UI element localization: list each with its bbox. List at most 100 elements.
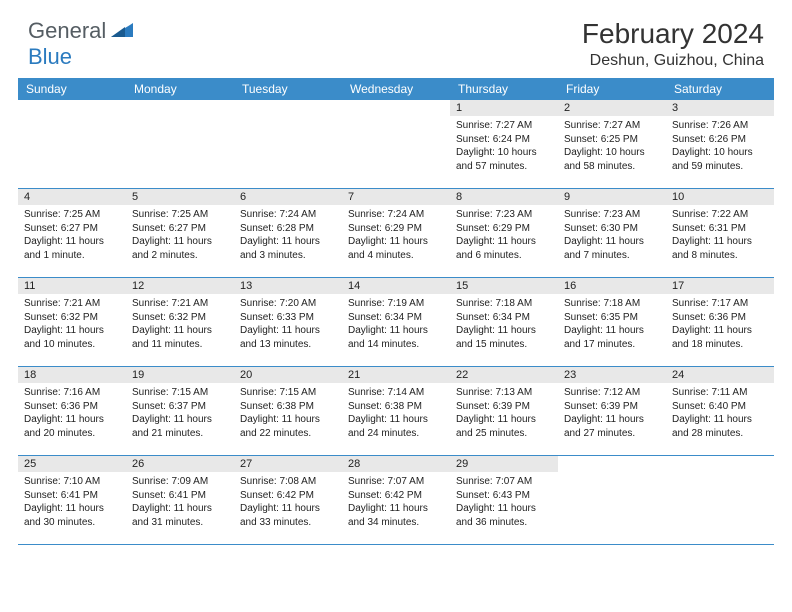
day-content: Sunrise: 7:16 AMSunset: 6:36 PMDaylight:… — [18, 383, 126, 443]
day-number: 26 — [126, 456, 234, 472]
sunrise-text: Sunrise: 7:20 AM — [240, 297, 336, 311]
day-cell: 10Sunrise: 7:22 AMSunset: 6:31 PMDayligh… — [666, 189, 774, 277]
day-number: 21 — [342, 367, 450, 383]
weekday-header: Wednesday — [342, 78, 450, 100]
weekday-header: Sunday — [18, 78, 126, 100]
daylight-text: Daylight: 11 hours and 34 minutes. — [348, 502, 444, 529]
daylight-text: Daylight: 11 hours and 33 minutes. — [240, 502, 336, 529]
day-number: 10 — [666, 189, 774, 205]
weekday-header: Saturday — [666, 78, 774, 100]
day-cell: 19Sunrise: 7:15 AMSunset: 6:37 PMDayligh… — [126, 367, 234, 455]
weekday-header: Friday — [558, 78, 666, 100]
day-content: Sunrise: 7:15 AMSunset: 6:37 PMDaylight:… — [126, 383, 234, 443]
day-cell: 12Sunrise: 7:21 AMSunset: 6:32 PMDayligh… — [126, 278, 234, 366]
day-content: Sunrise: 7:21 AMSunset: 6:32 PMDaylight:… — [18, 294, 126, 354]
sunset-text: Sunset: 6:41 PM — [132, 489, 228, 503]
sunrise-text: Sunrise: 7:23 AM — [456, 208, 552, 222]
day-cell: 4Sunrise: 7:25 AMSunset: 6:27 PMDaylight… — [18, 189, 126, 277]
day-cell: 15Sunrise: 7:18 AMSunset: 6:34 PMDayligh… — [450, 278, 558, 366]
day-cell: 13Sunrise: 7:20 AMSunset: 6:33 PMDayligh… — [234, 278, 342, 366]
sunset-text: Sunset: 6:25 PM — [564, 133, 660, 147]
daylight-text: Daylight: 10 hours and 57 minutes. — [456, 146, 552, 173]
sunrise-text: Sunrise: 7:17 AM — [672, 297, 768, 311]
sunrise-text: Sunrise: 7:15 AM — [240, 386, 336, 400]
logo-text-general: General — [28, 18, 106, 44]
sunrise-text: Sunrise: 7:26 AM — [672, 119, 768, 133]
sunrise-text: Sunrise: 7:07 AM — [456, 475, 552, 489]
sunset-text: Sunset: 6:33 PM — [240, 311, 336, 325]
day-number: 4 — [18, 189, 126, 205]
sunset-text: Sunset: 6:27 PM — [24, 222, 120, 236]
day-content: Sunrise: 7:09 AMSunset: 6:41 PMDaylight:… — [126, 472, 234, 532]
sunrise-text: Sunrise: 7:11 AM — [672, 386, 768, 400]
day-content: Sunrise: 7:24 AMSunset: 6:29 PMDaylight:… — [342, 205, 450, 265]
day-content: Sunrise: 7:13 AMSunset: 6:39 PMDaylight:… — [450, 383, 558, 443]
sunset-text: Sunset: 6:36 PM — [24, 400, 120, 414]
day-cell: 20Sunrise: 7:15 AMSunset: 6:38 PMDayligh… — [234, 367, 342, 455]
daylight-text: Daylight: 11 hours and 6 minutes. — [456, 235, 552, 262]
day-cell — [342, 100, 450, 188]
sunset-text: Sunset: 6:41 PM — [24, 489, 120, 503]
header: General February 2024 Deshun, Guizhou, C… — [0, 0, 792, 78]
day-cell — [18, 100, 126, 188]
day-content: Sunrise: 7:21 AMSunset: 6:32 PMDaylight:… — [126, 294, 234, 354]
day-cell: 25Sunrise: 7:10 AMSunset: 6:41 PMDayligh… — [18, 456, 126, 544]
day-content: Sunrise: 7:11 AMSunset: 6:40 PMDaylight:… — [666, 383, 774, 443]
day-content: Sunrise: 7:07 AMSunset: 6:43 PMDaylight:… — [450, 472, 558, 532]
week-row: 4Sunrise: 7:25 AMSunset: 6:27 PMDaylight… — [18, 189, 774, 278]
day-cell: 7Sunrise: 7:24 AMSunset: 6:29 PMDaylight… — [342, 189, 450, 277]
logo-triangle-icon — [111, 21, 133, 42]
day-cell: 2Sunrise: 7:27 AMSunset: 6:25 PMDaylight… — [558, 100, 666, 188]
day-cell: 29Sunrise: 7:07 AMSunset: 6:43 PMDayligh… — [450, 456, 558, 544]
sunset-text: Sunset: 6:24 PM — [456, 133, 552, 147]
sunset-text: Sunset: 6:27 PM — [132, 222, 228, 236]
day-cell: 28Sunrise: 7:07 AMSunset: 6:42 PMDayligh… — [342, 456, 450, 544]
sunrise-text: Sunrise: 7:19 AM — [348, 297, 444, 311]
sunrise-text: Sunrise: 7:22 AM — [672, 208, 768, 222]
daylight-text: Daylight: 11 hours and 20 minutes. — [24, 413, 120, 440]
day-content: Sunrise: 7:18 AMSunset: 6:34 PMDaylight:… — [450, 294, 558, 354]
day-content: Sunrise: 7:14 AMSunset: 6:38 PMDaylight:… — [342, 383, 450, 443]
sunset-text: Sunset: 6:39 PM — [456, 400, 552, 414]
day-content: Sunrise: 7:19 AMSunset: 6:34 PMDaylight:… — [342, 294, 450, 354]
day-content: Sunrise: 7:07 AMSunset: 6:42 PMDaylight:… — [342, 472, 450, 532]
sunset-text: Sunset: 6:26 PM — [672, 133, 768, 147]
day-number: 23 — [558, 367, 666, 383]
day-cell: 23Sunrise: 7:12 AMSunset: 6:39 PMDayligh… — [558, 367, 666, 455]
daylight-text: Daylight: 10 hours and 58 minutes. — [564, 146, 660, 173]
day-number: 11 — [18, 278, 126, 294]
sunrise-text: Sunrise: 7:14 AM — [348, 386, 444, 400]
sunrise-text: Sunrise: 7:08 AM — [240, 475, 336, 489]
week-row: 1Sunrise: 7:27 AMSunset: 6:24 PMDaylight… — [18, 100, 774, 189]
daylight-text: Daylight: 11 hours and 14 minutes. — [348, 324, 444, 351]
day-cell: 8Sunrise: 7:23 AMSunset: 6:29 PMDaylight… — [450, 189, 558, 277]
day-number: 22 — [450, 367, 558, 383]
daylight-text: Daylight: 10 hours and 59 minutes. — [672, 146, 768, 173]
day-number: 27 — [234, 456, 342, 472]
sunrise-text: Sunrise: 7:13 AM — [456, 386, 552, 400]
month-title: February 2024 — [582, 18, 764, 50]
day-cell — [666, 456, 774, 544]
sunset-text: Sunset: 6:29 PM — [348, 222, 444, 236]
sunset-text: Sunset: 6:39 PM — [564, 400, 660, 414]
day-number: 24 — [666, 367, 774, 383]
day-cell: 11Sunrise: 7:21 AMSunset: 6:32 PMDayligh… — [18, 278, 126, 366]
day-content: Sunrise: 7:15 AMSunset: 6:38 PMDaylight:… — [234, 383, 342, 443]
sunrise-text: Sunrise: 7:21 AM — [24, 297, 120, 311]
sunset-text: Sunset: 6:32 PM — [132, 311, 228, 325]
day-cell: 21Sunrise: 7:14 AMSunset: 6:38 PMDayligh… — [342, 367, 450, 455]
logo-blue-wrapper: Blue — [28, 44, 72, 70]
day-number: 1 — [450, 100, 558, 116]
daylight-text: Daylight: 11 hours and 1 minute. — [24, 235, 120, 262]
day-cell: 22Sunrise: 7:13 AMSunset: 6:39 PMDayligh… — [450, 367, 558, 455]
week-row: 25Sunrise: 7:10 AMSunset: 6:41 PMDayligh… — [18, 456, 774, 545]
day-content: Sunrise: 7:23 AMSunset: 6:30 PMDaylight:… — [558, 205, 666, 265]
day-content: Sunrise: 7:10 AMSunset: 6:41 PMDaylight:… — [18, 472, 126, 532]
daylight-text: Daylight: 11 hours and 18 minutes. — [672, 324, 768, 351]
day-content: Sunrise: 7:23 AMSunset: 6:29 PMDaylight:… — [450, 205, 558, 265]
daylight-text: Daylight: 11 hours and 22 minutes. — [240, 413, 336, 440]
title-block: February 2024 Deshun, Guizhou, China — [582, 18, 764, 70]
day-cell: 18Sunrise: 7:16 AMSunset: 6:36 PMDayligh… — [18, 367, 126, 455]
daylight-text: Daylight: 11 hours and 13 minutes. — [240, 324, 336, 351]
calendar: SundayMondayTuesdayWednesdayThursdayFrid… — [0, 78, 792, 545]
